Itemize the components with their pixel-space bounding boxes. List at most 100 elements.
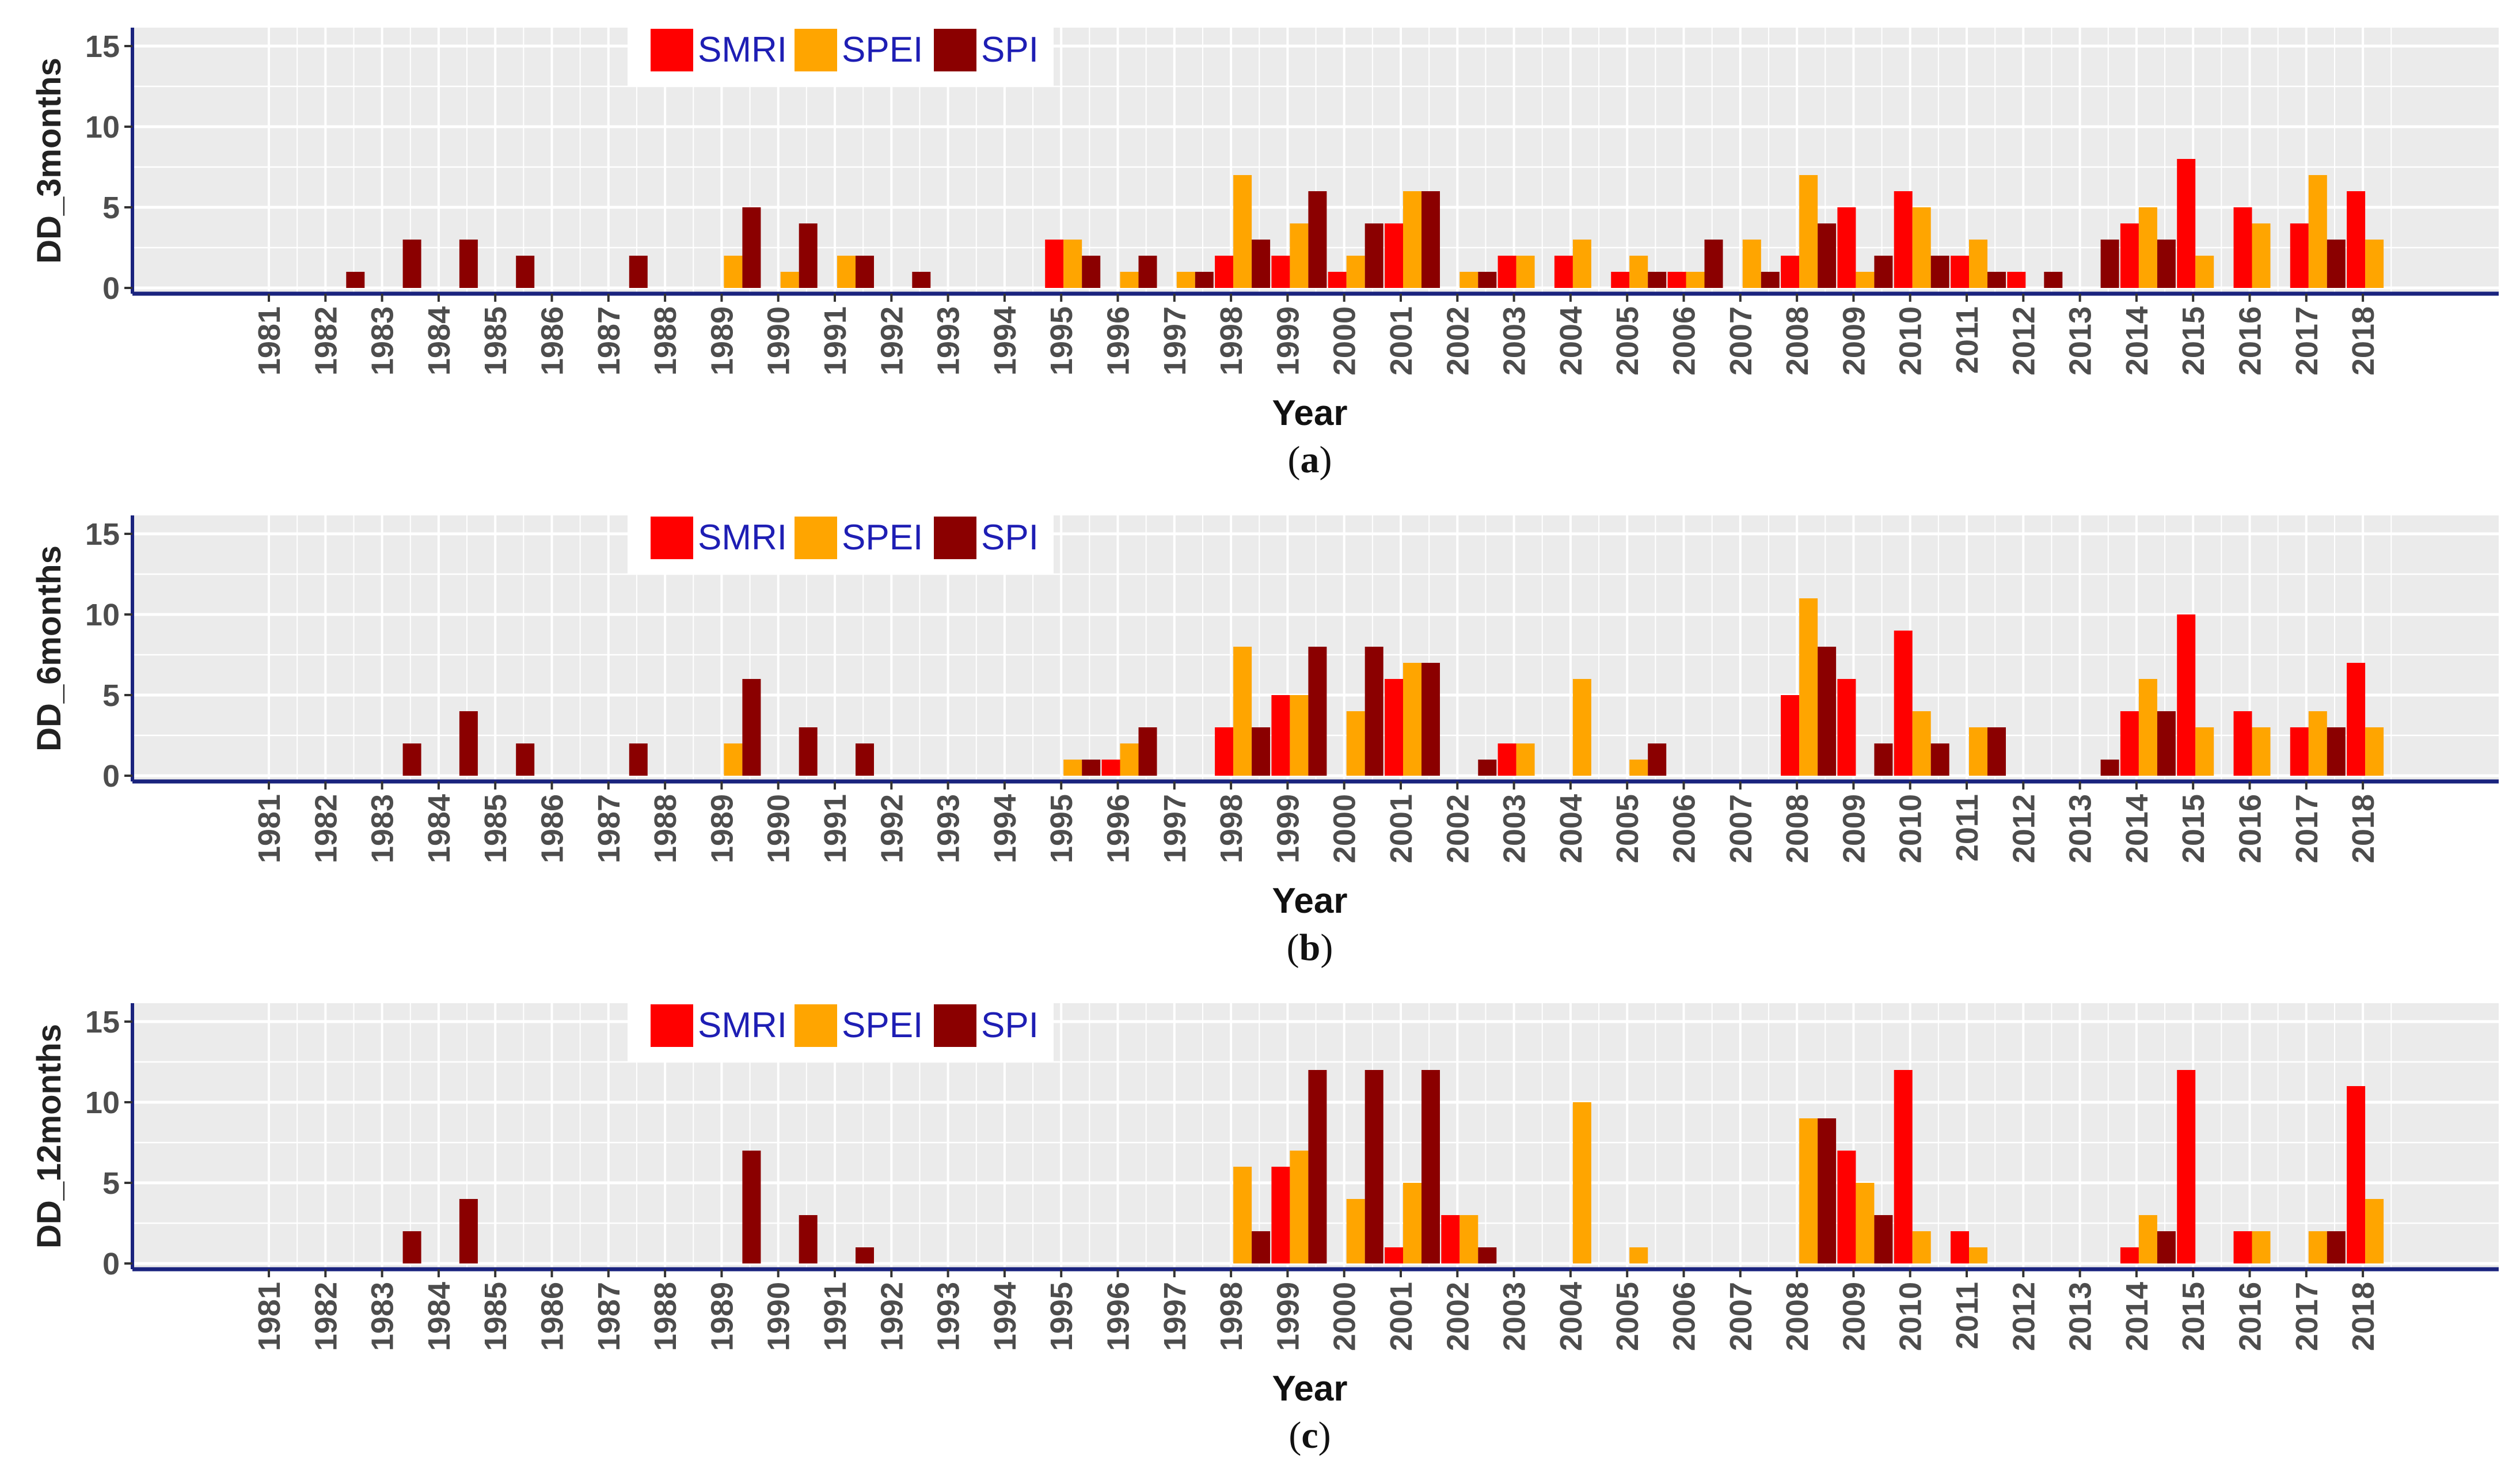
bar-smri-2014 bbox=[2120, 1247, 2139, 1263]
bar-spei-2010 bbox=[1912, 1231, 1931, 1263]
x-tick-label: 1994 bbox=[988, 1282, 1023, 1351]
bar-spei-2007 bbox=[1742, 240, 1761, 288]
bar-smri-2008 bbox=[1781, 256, 1800, 288]
x-tick-label: 1984 bbox=[422, 1282, 457, 1351]
bar-spi-1992 bbox=[912, 272, 931, 288]
legend-label-spei: SPEI bbox=[842, 518, 923, 557]
x-tick-label: 1999 bbox=[1271, 794, 1305, 863]
bar-spei-1995 bbox=[1063, 760, 1082, 776]
x-tick-label: 2018 bbox=[2346, 1282, 2381, 1351]
panel-caption-letter: c bbox=[1301, 1414, 1318, 1456]
bar-spei-2008 bbox=[1799, 175, 1818, 288]
x-tick-label: 2016 bbox=[2233, 1282, 2268, 1351]
y-tick-label: 5 bbox=[102, 1166, 120, 1201]
x-axis-title: Year bbox=[1272, 881, 1347, 921]
bar-spi-2000 bbox=[1364, 647, 1383, 776]
x-tick-label: 1985 bbox=[478, 1282, 513, 1351]
bar-spi-2008 bbox=[1818, 647, 1837, 776]
y-tick-label: 5 bbox=[102, 191, 120, 225]
y-tick-label: 15 bbox=[85, 517, 120, 552]
x-tick-label: 2010 bbox=[1894, 1282, 1928, 1351]
bar-spi-1996 bbox=[1138, 727, 1157, 776]
bar-smri-2005 bbox=[1611, 272, 1630, 288]
legend-swatch-spi bbox=[934, 1004, 976, 1047]
x-tick-label: 1992 bbox=[875, 1282, 909, 1351]
x-tick-label: 2013 bbox=[2063, 1282, 2098, 1351]
legend-swatch-smri bbox=[651, 517, 693, 559]
x-tick-label: 1984 bbox=[422, 794, 457, 863]
x-tick-label: 1983 bbox=[366, 306, 400, 375]
y-tick-label: 0 bbox=[102, 1247, 120, 1281]
bar-smri-2018 bbox=[2347, 663, 2366, 776]
x-tick-label: 2015 bbox=[2176, 306, 2211, 375]
bar-smri-2010 bbox=[1894, 1070, 1913, 1263]
x-tick-label: 2015 bbox=[2176, 794, 2211, 863]
bar-spi-1987 bbox=[629, 743, 648, 776]
bar-spi-1984 bbox=[459, 711, 478, 776]
bar-spei-2003 bbox=[1516, 256, 1535, 288]
bar-spi-1990 bbox=[799, 223, 818, 288]
bar-smri-2014 bbox=[2120, 223, 2139, 288]
x-tick-label: 2000 bbox=[1328, 1282, 1362, 1351]
legend: SMRI SPEI SPI bbox=[628, 17, 1054, 86]
chart-panel-a: 0 5 10 15 DD_3months 1981 1982 1983 1984 1985 1986… bbox=[31, 17, 2499, 481]
x-tick-label: 2006 bbox=[1667, 1282, 1702, 1351]
x-tick-label: 2001 bbox=[1384, 1282, 1419, 1351]
x-tick-label: 1986 bbox=[535, 794, 570, 863]
x-tick-label: 1998 bbox=[1214, 794, 1249, 863]
bar-spi-1984 bbox=[459, 240, 478, 288]
bar-spi-1995 bbox=[1082, 256, 1101, 288]
x-tick-label: 2003 bbox=[1497, 306, 1532, 375]
x-tick-label: 2018 bbox=[2346, 306, 2381, 375]
bar-spi-2013 bbox=[2100, 240, 2119, 288]
y-axis-title: DD_6months bbox=[31, 545, 68, 752]
bar-smri-1999 bbox=[1271, 695, 1290, 776]
legend-label-spei: SPEI bbox=[842, 1005, 923, 1045]
x-tick-label: 1988 bbox=[648, 794, 683, 863]
bar-spi-2009 bbox=[1874, 1215, 1893, 1263]
x-tick-label: 1995 bbox=[1044, 794, 1079, 863]
x-tick-label: 2011 bbox=[1950, 306, 1985, 374]
bar-spei-2015 bbox=[2195, 727, 2214, 776]
bar-spi-1982 bbox=[346, 272, 365, 288]
x-tick-label: 2014 bbox=[2120, 794, 2154, 863]
bar-spei-2015 bbox=[2195, 256, 2214, 288]
legend-swatch-smri bbox=[651, 29, 693, 71]
bar-spi-1989 bbox=[742, 207, 761, 288]
bar-spei-1998 bbox=[1233, 1167, 1252, 1263]
bar-spei-2008 bbox=[1799, 598, 1818, 776]
x-tick-label: 2005 bbox=[1610, 794, 1645, 863]
x-tick-label: 2007 bbox=[1724, 794, 1758, 863]
panel-caption: (a) bbox=[1288, 439, 1332, 481]
bar-spi-2014 bbox=[2157, 240, 2176, 288]
bar-spi-1985 bbox=[516, 743, 535, 776]
bar-spi-1991 bbox=[856, 256, 874, 288]
bar-spi-2011 bbox=[1987, 272, 2006, 288]
bar-spi-1984 bbox=[459, 1199, 478, 1263]
x-tick-label: 1997 bbox=[1158, 306, 1192, 375]
bar-smri-2000 bbox=[1328, 272, 1347, 288]
bar-spei-2000 bbox=[1346, 1199, 1365, 1263]
y-tick-label: 15 bbox=[85, 1005, 120, 1039]
x-tick-label: 1983 bbox=[366, 794, 400, 863]
legend-label-spi: SPI bbox=[981, 30, 1039, 70]
x-tick-label: 2004 bbox=[1554, 306, 1588, 375]
bar-smri-1998 bbox=[1215, 727, 1234, 776]
x-tick-label: 1997 bbox=[1158, 794, 1192, 863]
x-tick-label: 2012 bbox=[2006, 1282, 2041, 1351]
bar-spi-2010 bbox=[1930, 256, 1949, 288]
bar-smri-1995 bbox=[1045, 240, 1064, 288]
bar-smri-2014 bbox=[2120, 711, 2139, 776]
bar-spi-1987 bbox=[629, 256, 648, 288]
panel-caption: (b) bbox=[1287, 927, 1333, 969]
x-tick-label: 2013 bbox=[2063, 794, 2098, 863]
x-tick-label: 1990 bbox=[762, 1282, 796, 1351]
bar-smri-1999 bbox=[1271, 1167, 1290, 1263]
bar-spi-2012 bbox=[2044, 272, 2063, 288]
x-tick-label: 2002 bbox=[1440, 1282, 1475, 1351]
legend-label-spi: SPI bbox=[981, 518, 1039, 557]
x-tick-label: 1987 bbox=[592, 306, 626, 375]
x-tick-label: 1995 bbox=[1044, 306, 1079, 375]
bar-smri-1996 bbox=[1101, 760, 1120, 776]
